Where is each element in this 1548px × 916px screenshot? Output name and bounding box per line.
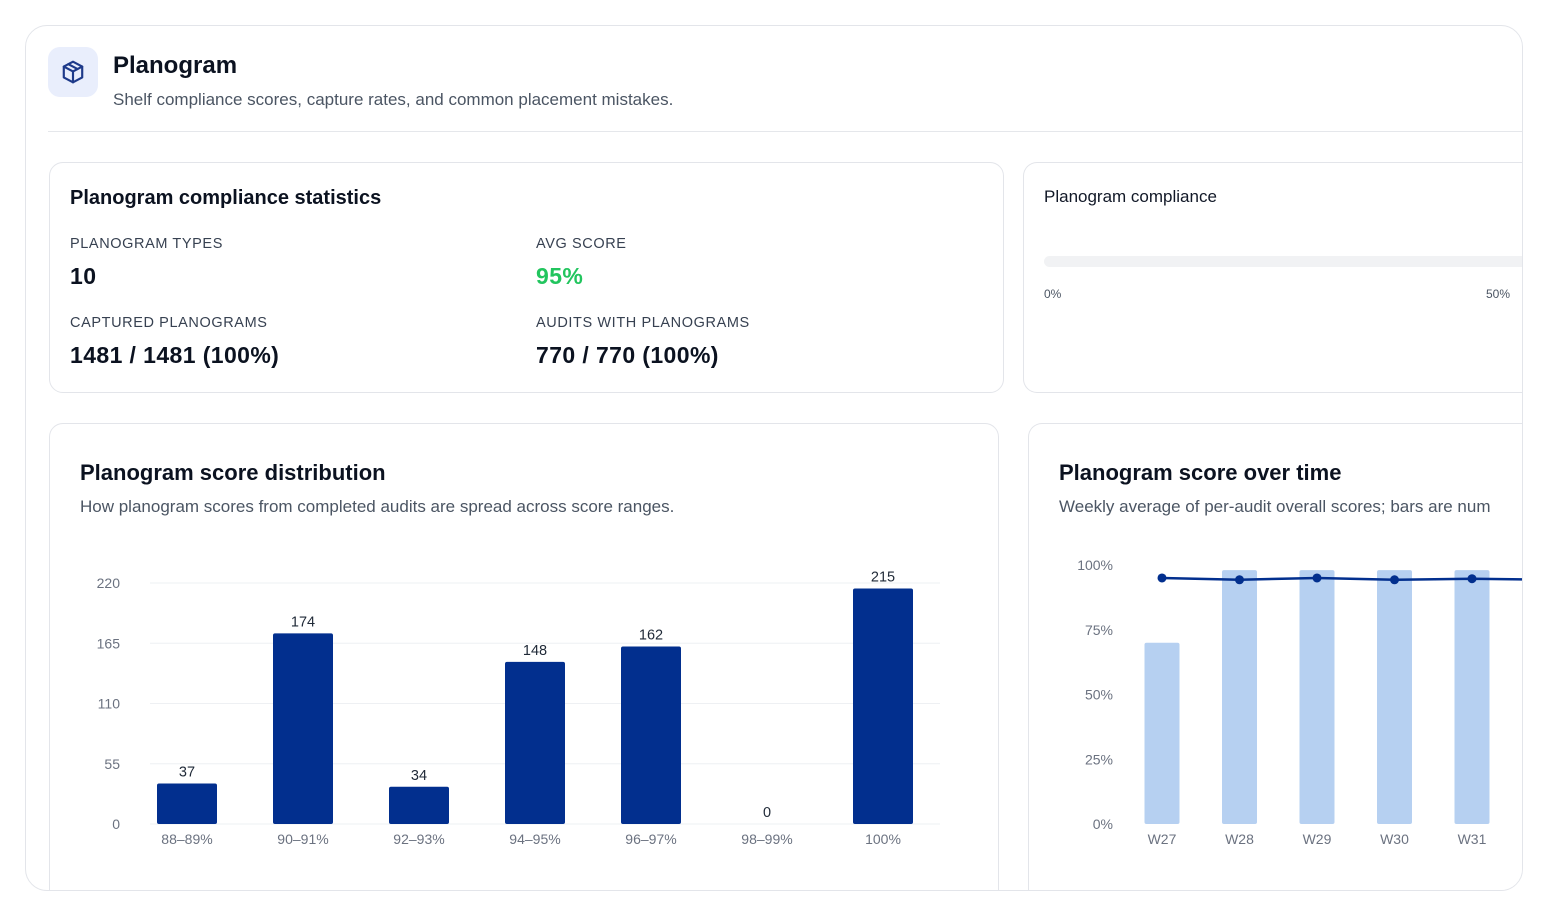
y-tick-label: 25% <box>1085 751 1113 767</box>
distribution-bar[interactable] <box>853 588 913 824</box>
x-tick-label: 100% <box>865 831 901 847</box>
page-title: Planogram <box>113 52 238 79</box>
compliance-tick-50: 50% <box>1486 287 1511 301</box>
score-distribution-chart: 0 55 110 165 220 37 88–89% 174 90–91% 34 92–93% 148… <box>97 569 940 847</box>
x-tick-label: 92–93% <box>393 831 444 847</box>
distribution-bar[interactable] <box>621 646 681 824</box>
stat-label-captured-planograms: CAPTURED PLANOGRAMS <box>70 315 268 331</box>
stat-value-audits-with-planograms: 770 / 770 (100%) <box>536 342 719 368</box>
score-distribution-card: Planogram score distribution How planogr… <box>49 423 999 890</box>
stat-label-planogram-types: PLANOGRAM TYPES <box>70 236 223 252</box>
score-over-time-chart: 0% 25% 50% 75% 100% W27 W28 W29 W30 W31 <box>1077 557 1522 847</box>
y-tick-label: 75% <box>1085 622 1113 638</box>
x-tick-label: W27 <box>1148 831 1177 847</box>
distribution-bar[interactable] <box>389 786 449 824</box>
bar-value-label: 148 <box>523 643 547 659</box>
bar-value-label: 215 <box>871 569 895 585</box>
bar-value-label: 34 <box>411 768 427 784</box>
y-tick-label: 0 <box>112 816 120 832</box>
weekly-count-bar[interactable] <box>1299 570 1335 824</box>
distribution-bar[interactable] <box>157 783 217 824</box>
stat-label-avg-score: AVG SCORE <box>536 236 627 252</box>
distribution-subtitle: How planogram scores from completed audi… <box>80 497 675 516</box>
weekly-count-bar[interactable] <box>1454 570 1490 824</box>
x-tick-label: 88–89% <box>161 831 212 847</box>
distribution-bar[interactable] <box>505 661 565 824</box>
stat-value-avg-score: 95% <box>536 263 584 289</box>
x-tick-label: 98–99% <box>741 831 792 847</box>
weekly-count-bar[interactable] <box>1377 570 1412 824</box>
bar-value-label: 0 <box>763 805 771 821</box>
avg-score-point[interactable] <box>1390 575 1399 585</box>
page-subtitle: Shelf compliance scores, capture rates, … <box>113 90 674 109</box>
avg-score-point[interactable] <box>1235 575 1244 585</box>
bar-value-label: 174 <box>291 614 315 630</box>
compliance-title: Planogram compliance <box>1044 187 1217 206</box>
stat-value-planogram-types: 10 <box>70 263 97 289</box>
weekly-count-bar[interactable] <box>1144 642 1180 824</box>
stat-value-captured-planograms: 1481 / 1481 (100%) <box>70 342 280 368</box>
avg-score-line <box>1161 576 1522 582</box>
y-tick-label: 50% <box>1085 687 1113 703</box>
cube-icon <box>48 47 98 97</box>
y-tick-label: 220 <box>97 575 121 591</box>
avg-score-point[interactable] <box>1157 573 1167 583</box>
header-divider <box>48 131 1522 132</box>
planogram-compliance-card: Planogram compliance 0% 50% <box>1023 162 1522 393</box>
planogram-panel: Planogram Shelf compliance scores, captu… <box>25 25 1523 891</box>
x-tick-label: 90–91% <box>277 831 328 847</box>
x-tick-label: W28 <box>1225 831 1254 847</box>
y-tick-label: 0% <box>1093 816 1113 832</box>
x-tick-label: W31 <box>1458 831 1487 847</box>
distribution-bar[interactable] <box>273 633 333 824</box>
avg-score-point[interactable] <box>1312 573 1322 583</box>
stat-label-audits-with-planograms: AUDITS WITH PLANOGRAMS <box>536 315 750 331</box>
bar-value-label: 37 <box>179 764 195 780</box>
compliance-statistics-card: Planogram compliance statistics PLANOGRA… <box>49 162 1004 393</box>
x-tick-label: 94–95% <box>509 831 560 847</box>
over-time-subtitle: Weekly average of per-audit overall scor… <box>1059 497 1491 516</box>
y-tick-label: 165 <box>97 635 121 651</box>
bar-value-label: 162 <box>639 628 663 644</box>
x-tick-label: W29 <box>1303 831 1332 847</box>
distribution-title: Planogram score distribution <box>80 460 386 485</box>
y-tick-label: 110 <box>98 696 121 712</box>
compliance-tick-0: 0% <box>1044 287 1062 301</box>
stats-title: Planogram compliance statistics <box>70 187 382 209</box>
x-tick-label: W30 <box>1380 831 1409 847</box>
score-over-time-card: Planogram score over time Weekly average… <box>1028 423 1522 890</box>
y-tick-label: 100% <box>1077 557 1113 573</box>
x-tick-label: 96–97% <box>625 831 676 847</box>
avg-score-point[interactable] <box>1467 574 1477 584</box>
weekly-count-bar[interactable] <box>1222 570 1257 824</box>
compliance-progress-track <box>1044 256 1522 267</box>
y-tick-label: 55 <box>104 756 120 772</box>
over-time-title: Planogram score over time <box>1059 460 1342 485</box>
